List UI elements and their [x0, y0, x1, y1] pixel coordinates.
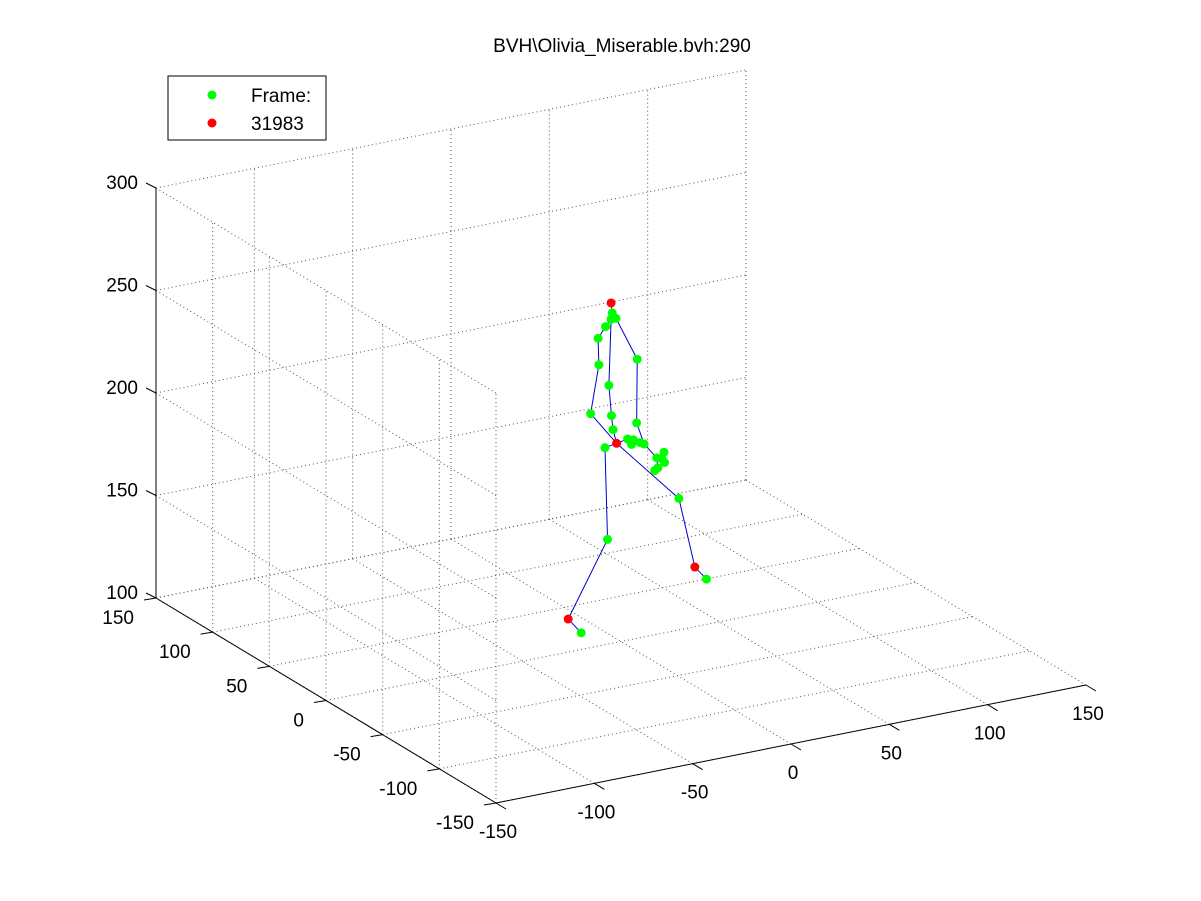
joint-neck_c	[601, 322, 611, 332]
joint-hips	[612, 438, 622, 448]
x-tick	[594, 782, 605, 790]
joint-spine1	[608, 425, 618, 435]
x-tick-label: -100	[577, 802, 615, 823]
grid-line	[155, 479, 747, 599]
x-tick	[790, 743, 802, 751]
grid-line	[155, 290, 497, 496]
bone-spine3-spine2	[608, 385, 612, 416]
grid-line	[155, 172, 747, 291]
y-tick	[143, 597, 157, 601]
bone-neck_a-spine3	[608, 319, 612, 386]
z-tick-label: 300	[106, 173, 138, 194]
y-tick-label: 150	[102, 608, 134, 629]
chart-title: BVH\Olivia_Miserable.bvh:290	[493, 36, 751, 57]
legend-marker-green	[207, 90, 217, 100]
joint-r_elbow	[632, 418, 642, 428]
y-tick	[313, 700, 327, 703]
grid-line	[155, 377, 747, 496]
x-tick-label: 150	[1072, 704, 1104, 725]
joint-l_hip	[600, 443, 610, 453]
joint-r_ankle	[690, 562, 700, 572]
x-tick-label: 100	[974, 724, 1006, 745]
x-tick-label: 0	[788, 763, 799, 784]
joint-l_wrist	[586, 409, 596, 419]
z-tick	[145, 490, 157, 496]
bone-l_hip-l_knee	[604, 447, 609, 540]
z-tick-label: 150	[106, 481, 138, 502]
z-tick	[145, 592, 157, 599]
grid-line	[439, 650, 1030, 770]
x-tick-label: 50	[881, 743, 902, 764]
z-tick	[145, 182, 157, 189]
joint-spine3	[604, 380, 614, 390]
y-tick-label: -50	[333, 745, 360, 766]
y-tick	[370, 734, 383, 738]
grid-line	[647, 499, 988, 706]
y-tick	[200, 631, 213, 635]
x-tick-label: -150	[479, 822, 517, 843]
z-tick-label: 250	[106, 276, 138, 297]
joint-l_toe	[576, 628, 586, 638]
x-tick	[889, 723, 900, 731]
joint-l_shoulder	[593, 333, 603, 343]
y-tick-label: 0	[293, 711, 304, 732]
joint-r_knee	[674, 493, 684, 503]
x-tick	[692, 763, 703, 771]
bone-r_shoulder-r_elbow	[636, 359, 638, 423]
axes-layer: -150 -100 -50 0 50 100 150 -150 -100 -50 0 50 100 150…	[102, 173, 1104, 843]
y-tick	[483, 802, 497, 806]
legend-marker-red	[207, 118, 217, 128]
legend: Frame: 31983	[167, 75, 327, 141]
joint-hand_10	[660, 457, 670, 467]
bone-l_wrist-hips	[590, 413, 617, 444]
grid-line	[155, 495, 497, 701]
grid-line	[269, 547, 860, 667]
joint-hand_4	[639, 439, 649, 449]
z-tick	[145, 387, 157, 394]
joint-l_knee	[603, 534, 613, 544]
y-tick	[257, 665, 270, 669]
joint-r_shoulder	[632, 354, 642, 364]
z-tick-label: 100	[106, 583, 138, 604]
bone-r_knee-r_ankle	[678, 498, 696, 568]
joint-hand_5	[627, 439, 637, 449]
joint-spine2	[606, 411, 616, 421]
grid-layer	[155, 69, 1087, 804]
grid-line	[549, 518, 890, 725]
joint-l_ankle	[563, 614, 573, 624]
joint-head_end	[606, 298, 616, 308]
legend-label-frame-number: 31983	[251, 114, 304, 135]
joint-hand_11	[650, 466, 660, 476]
skeleton-joints	[563, 298, 711, 638]
grid-line	[382, 616, 973, 736]
bone-l_knee-l_ankle	[567, 539, 608, 620]
joint-l_elbow	[594, 360, 604, 370]
grid-line	[325, 582, 917, 701]
grid-line	[155, 69, 747, 189]
x-tick-label: -50	[681, 783, 708, 804]
y-tick-label: 50	[226, 676, 247, 697]
z-tick-label: 200	[106, 378, 138, 399]
joint-r_toe	[701, 574, 711, 584]
x-tick	[987, 704, 998, 712]
grid-line	[155, 274, 747, 394]
y-tick	[427, 768, 440, 772]
legend-label-frame: Frame:	[251, 86, 311, 107]
z-tick	[145, 285, 157, 291]
legend-box	[167, 75, 327, 141]
x-tick	[495, 802, 507, 810]
y-tick-label: -100	[379, 779, 417, 800]
joint-neck_b	[611, 313, 621, 323]
y-tick-label: 100	[159, 642, 191, 663]
y-tick-label: -150	[436, 813, 474, 834]
bone-neck_b-r_shoulder	[615, 318, 638, 360]
grid-line	[212, 513, 803, 633]
bone-l_elbow-l_wrist	[590, 364, 600, 414]
x-tick	[1085, 684, 1097, 692]
bone-hips-r_knee	[616, 442, 680, 499]
